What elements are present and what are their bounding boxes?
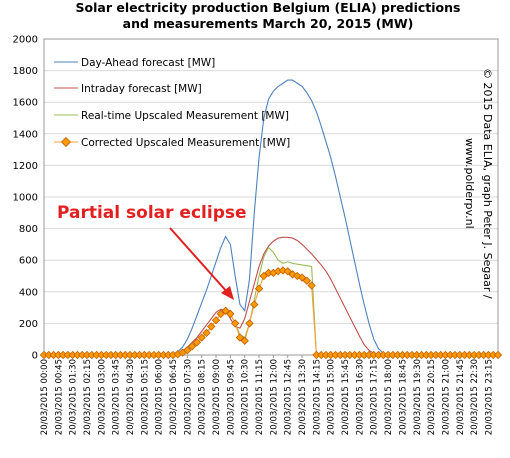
x-tick-label: 20/03/2015 09:45 xyxy=(226,359,236,435)
legend-label-corrected: Corrected Upscaled Measurement [MW] xyxy=(81,137,290,149)
corrected-measurement-point xyxy=(202,328,211,338)
corrected-measurement-point xyxy=(297,273,307,282)
legend-label-realtime: Real-time Upscaled Measurement [MW] xyxy=(81,110,289,122)
corrected-measurement-point xyxy=(211,316,221,325)
corrected-measurement-point xyxy=(192,338,202,347)
corrected-measurement-point xyxy=(207,322,216,331)
corrected-measurement-point xyxy=(307,281,316,290)
corrected-measurement-point xyxy=(183,346,192,355)
chart-title-line2: and measurements March 20, 2015 (MW) xyxy=(123,16,414,31)
eclipse-arrow-shaft xyxy=(169,227,229,294)
x-tick-label: 20/03/2015 03:00 xyxy=(97,359,107,435)
y-tick-label: 800 xyxy=(19,224,38,235)
legend: Day-Ahead forecast [MW] Intraday forecas… xyxy=(54,57,290,149)
y-tick-label: 400 xyxy=(19,287,38,298)
x-tick-label: 20/03/2015 19:30 xyxy=(413,359,423,435)
corrected-measurement-point xyxy=(221,306,230,315)
corrected-measurement-point xyxy=(259,271,268,281)
corrected-measurement-point xyxy=(230,319,240,328)
corrected-measurement-point xyxy=(493,350,503,360)
x-tick-label: 20/03/2015 01:30 xyxy=(69,359,79,435)
plot-area xyxy=(43,38,499,356)
y-axis: 0 200 400 600 800 1000 1200 1400 1600 1800 2000 xyxy=(13,35,38,362)
x-axis: 20/03/2015 00:00 20/03/2015 00:45 20/03/20… xyxy=(40,355,494,435)
x-tick-label: 20/03/2015 06:00 xyxy=(155,359,165,435)
x-tick-label: 20/03/2015 21:45 xyxy=(456,359,466,435)
x-tick-label: 20/03/2015 07:30 xyxy=(183,359,193,435)
y-tick-label: 1000 xyxy=(13,193,38,204)
x-tick-label: 20/03/2015 23:15 xyxy=(484,359,494,435)
x-tick-label: 20/03/2015 05:15 xyxy=(140,359,150,435)
x-tick-label: 20/03/2015 03:45 xyxy=(112,359,122,435)
eclipse-arrow-head xyxy=(221,286,234,300)
x-tick-label: 20/03/2015 22:30 xyxy=(470,359,480,435)
credit-line-1: © 2015 Data ELIA, graph Peter J. Segaar … xyxy=(481,68,494,299)
chart-title-line1: Solar electricity production Belgium (EL… xyxy=(76,0,461,15)
x-tick-label: 20/03/2015 15:45 xyxy=(341,359,351,435)
legend-marker-corrected xyxy=(60,136,72,148)
eclipse-annotation: Partial solar eclipse xyxy=(57,203,247,223)
corrected-measurement-point xyxy=(240,336,249,345)
corrected-measurement-point xyxy=(216,309,225,319)
legend-label-intraday: Intraday forecast [MW] xyxy=(81,83,202,95)
x-tick-label: 20/03/2015 11:15 xyxy=(255,359,265,435)
markers-layer xyxy=(39,266,503,360)
corrected-measurement-point xyxy=(283,267,292,276)
corrected-measurement-point xyxy=(302,276,312,285)
y-tick-label: 1800 xyxy=(13,66,38,77)
y-tick-label: 2000 xyxy=(13,35,38,46)
x-tick-label: 20/03/2015 09:00 xyxy=(212,359,222,435)
x-tick-label: 20/03/2015 21:00 xyxy=(441,359,451,435)
y-tick-label: 200 xyxy=(19,319,38,330)
x-tick-label: 20/03/2015 00:00 xyxy=(40,359,50,435)
legend-label-day-ahead: Day-Ahead forecast [MW] xyxy=(81,57,215,69)
credit-line-2: www.polderpv.nl xyxy=(463,138,476,229)
corrected-measurement-point xyxy=(250,300,259,309)
corrected-measurement-point xyxy=(187,342,197,351)
corrected-measurement-point xyxy=(245,319,254,328)
y-tick-label: 600 xyxy=(19,256,38,267)
y-tick-label: 1600 xyxy=(13,98,38,109)
x-tick-label: 20/03/2015 13:30 xyxy=(298,359,308,435)
y-tick-label: 1400 xyxy=(13,129,38,140)
x-tick-label: 20/03/2015 14:15 xyxy=(312,359,322,435)
x-tick-label: 20/03/2015 16:30 xyxy=(355,359,365,435)
x-tick-label: 20/03/2015 12:45 xyxy=(284,359,294,435)
x-tick-label: 20/03/2015 15:00 xyxy=(327,359,337,435)
corrected-measurement-point xyxy=(226,309,235,319)
corrected-measurement-point xyxy=(197,333,206,342)
y-tick-label: 1200 xyxy=(13,161,38,172)
x-tick-label: 20/03/2015 12:00 xyxy=(269,359,279,435)
corrected-measurement-point xyxy=(235,333,245,342)
x-tick-label: 20/03/2015 18:00 xyxy=(384,359,394,435)
x-tick-label: 20/03/2015 20:15 xyxy=(427,359,437,435)
y-tick-label: 0 xyxy=(32,351,38,362)
x-tick-label: 20/03/2015 06:45 xyxy=(169,359,179,435)
x-tick-label: 20/03/2015 10:30 xyxy=(241,359,251,435)
x-tick-label: 20/03/2015 08:15 xyxy=(198,359,208,435)
x-tick-label: 20/03/2015 00:45 xyxy=(54,359,64,435)
x-tick-label: 20/03/2015 02:15 xyxy=(83,359,93,435)
x-tick-label: 20/03/2015 04:30 xyxy=(126,359,136,435)
x-tick-label: 20/03/2015 18:45 xyxy=(398,359,408,435)
x-tick-label: 20/03/2015 17:15 xyxy=(370,359,380,435)
corrected-measurement-point xyxy=(254,284,264,293)
